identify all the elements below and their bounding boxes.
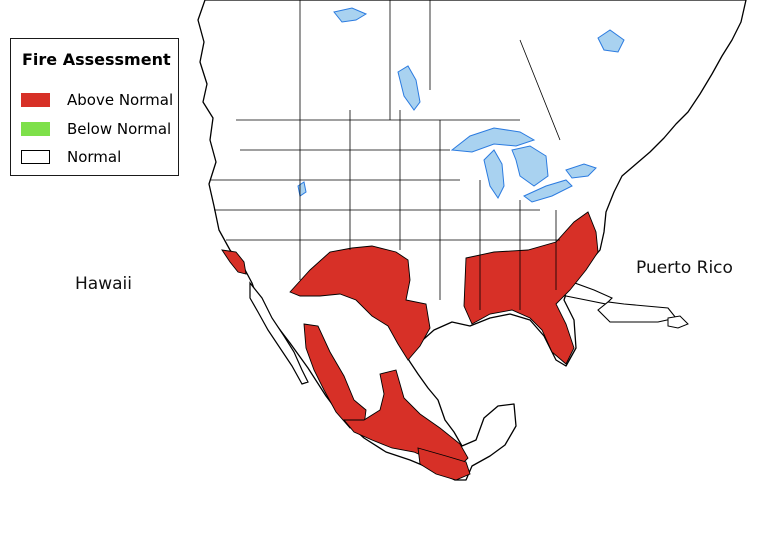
puerto-rico-label: Puerto Rico (636, 258, 733, 278)
lake-superior (450, 127, 536, 153)
puerto-rico-island (667, 315, 689, 329)
southern-mexico-region (417, 447, 471, 481)
below-normal-label: Below Normal (67, 120, 172, 138)
legend: Fire Assessment Above Normal Below Norma… (10, 38, 179, 176)
state-boundaries (210, 0, 561, 310)
hispaniola (597, 301, 677, 323)
great-slave-lake (333, 7, 368, 23)
lake-michigan (483, 149, 505, 199)
water-bodies (297, 7, 625, 203)
above-normal-swatch (21, 93, 50, 107)
lake-huron (511, 145, 549, 187)
above-normal-label: Above Normal (67, 91, 174, 109)
lake-ontario (565, 163, 597, 179)
normal-label: Normal (67, 148, 122, 166)
baja-california (249, 281, 309, 385)
below-normal-swatch (21, 122, 50, 136)
labrador-lake (597, 29, 625, 53)
hawaii-label: Hawaii (75, 274, 132, 294)
lake-winnipeg (397, 65, 421, 111)
southwest-texas-region (289, 245, 431, 361)
southeast-region (463, 211, 599, 365)
southern-california-region (221, 249, 247, 275)
above-normal-regions (221, 211, 599, 481)
legend-title: Fire Assessment (22, 50, 171, 69)
normal-swatch (21, 150, 50, 164)
lake-erie (523, 179, 573, 203)
